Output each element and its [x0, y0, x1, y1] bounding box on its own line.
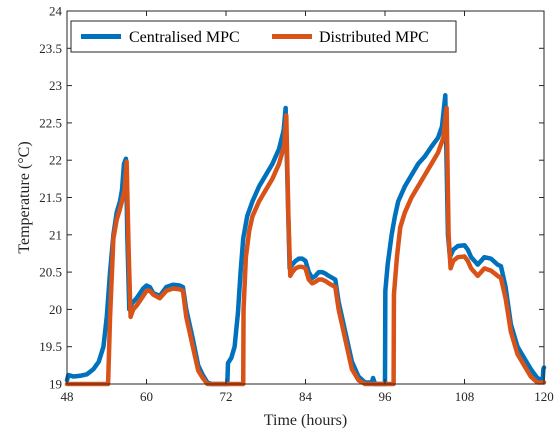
y-tick-label: 23.5 [39, 41, 62, 56]
x-tick-label: 108 [455, 389, 475, 404]
y-tick-label: 21 [49, 227, 62, 242]
y-tick-label: 19 [49, 377, 62, 392]
y-tick-label: 21.5 [39, 190, 62, 205]
x-tick-label: 60 [140, 389, 153, 404]
y-tick-label: 24 [49, 4, 63, 19]
y-tick-label: 20.5 [39, 265, 62, 280]
tick-labels-layer: 48 60 72 84 96 108 120 19 19.5 20 20.5 21 21.5 22 22.5… [39, 4, 554, 405]
y-tick-label: 22.5 [39, 115, 62, 130]
x-tick-label: 72 [220, 389, 233, 404]
x-tick-label: 84 [299, 389, 313, 404]
series-layer [64, 93, 547, 387]
y-tick-label: 23 [49, 78, 62, 93]
y-tick-label: 19.5 [39, 339, 62, 354]
x-axis-title: Time (hours) [264, 412, 347, 429]
y-axis-title: Temperature (°C) [16, 141, 33, 253]
legend: Centralised MPC Distributed MPC [70, 20, 457, 53]
legend-label-distributed: Distributed MPC [319, 29, 429, 46]
legend-label-centralised: Centralised MPC [129, 29, 240, 46]
plot-area [67, 11, 544, 384]
legend-box [70, 20, 457, 53]
x-tick-label: 96 [379, 389, 393, 404]
x-tick-label: 48 [61, 389, 74, 404]
ticks-layer [66, 10, 545, 385]
x-tick-label: 120 [534, 389, 554, 404]
series-line-1 [64, 105, 547, 387]
y-tick-label: 22 [49, 153, 62, 168]
y-tick-label: 20 [49, 302, 62, 317]
